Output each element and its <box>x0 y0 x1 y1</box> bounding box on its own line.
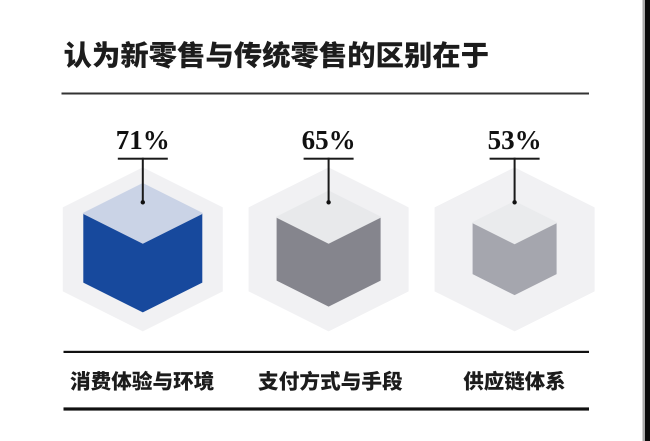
svg-text:53%: 53% <box>488 125 542 155</box>
svg-text:65%: 65% <box>302 125 356 155</box>
svg-text:71%: 71% <box>116 125 170 155</box>
